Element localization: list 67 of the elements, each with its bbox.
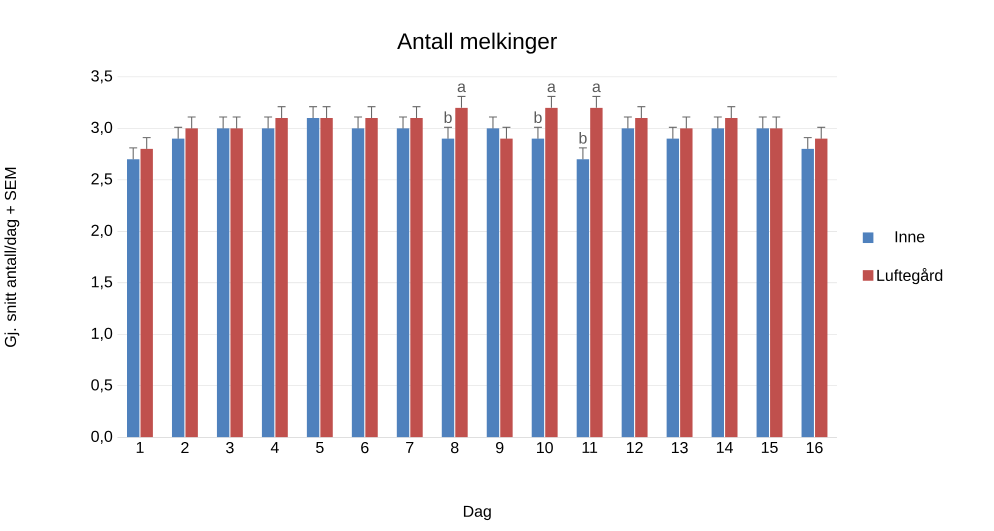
bar <box>320 118 333 438</box>
bar <box>396 128 410 438</box>
x-tick-label: 15 <box>762 442 778 453</box>
x-tick-label: 10 <box>537 442 553 454</box>
bar <box>365 118 378 438</box>
x-tick-label: 12 <box>626 442 643 453</box>
bar <box>185 128 198 438</box>
x-tick-label: 11 <box>582 442 598 453</box>
bar <box>172 138 184 438</box>
bar <box>127 159 140 438</box>
x-tick-label: 6 <box>361 442 369 454</box>
bar <box>455 108 468 438</box>
x-tick-label: 14 <box>716 442 733 453</box>
bar <box>635 118 648 438</box>
annotation: b <box>534 111 542 123</box>
bar <box>410 118 423 438</box>
annotation: a <box>592 83 601 92</box>
annotation: a <box>548 83 556 92</box>
legend-label: Inne <box>896 231 924 242</box>
x-tick-label: 13 <box>672 442 688 454</box>
chart-title: Antall melkinger <box>397 32 557 54</box>
x-tick-label: 5 <box>316 442 324 453</box>
bar <box>815 138 828 438</box>
x-tick-label: 3 <box>226 442 234 454</box>
bar <box>230 128 243 438</box>
y-tick-label: 3,5 <box>91 70 112 84</box>
x-tick-label: 7 <box>406 442 414 453</box>
bar <box>500 138 513 438</box>
x-tick-label: 4 <box>270 442 279 453</box>
x-tick-label: 16 <box>806 442 823 454</box>
annotation: b <box>580 132 587 144</box>
y-tick-label: 2,0 <box>91 224 112 238</box>
bar <box>576 159 590 438</box>
x-tick-label: 2 <box>181 442 189 453</box>
bar <box>756 128 769 438</box>
y-tick-label: 3,0 <box>91 122 112 135</box>
bar <box>216 128 230 438</box>
bar <box>306 118 320 438</box>
x-axis-title: Dag <box>464 506 491 520</box>
bar <box>802 148 814 438</box>
y-axis-title: Gj. snitt antall/dag + SEM <box>4 168 20 347</box>
annotation: a <box>458 83 466 92</box>
bar <box>352 128 364 438</box>
bar <box>442 138 454 438</box>
bar <box>262 128 274 438</box>
annotation: b <box>444 111 452 123</box>
bar <box>666 138 680 438</box>
bar <box>680 128 693 438</box>
x-tick-label: 1 <box>136 442 144 453</box>
y-tick-label: 0,5 <box>91 379 112 392</box>
bar <box>770 128 782 438</box>
y-tick-label: 0,0 <box>91 430 112 444</box>
bar <box>622 128 634 438</box>
bar <box>725 118 738 438</box>
y-tick-label: 1,0 <box>92 328 112 341</box>
x-tick-label: 9 <box>496 442 504 454</box>
y-tick-label: 1,5 <box>92 276 112 290</box>
bar <box>486 128 500 438</box>
y-tick-label: 2,5 <box>91 173 112 186</box>
bar <box>532 138 544 438</box>
bar <box>545 108 558 438</box>
bar <box>140 148 153 438</box>
bar <box>712 128 724 438</box>
bar <box>590 108 603 438</box>
x-tick-label: 8 <box>451 442 458 454</box>
bar <box>275 118 288 438</box>
legend-label: Luftegård <box>877 268 942 284</box>
